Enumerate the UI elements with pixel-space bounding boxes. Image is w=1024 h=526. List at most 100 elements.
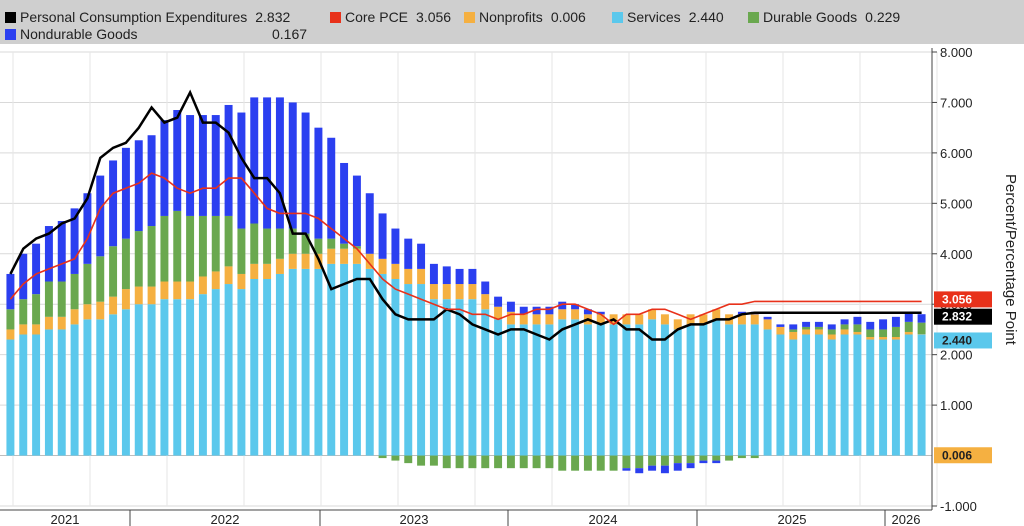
legend-item-nonprofits: Nonprofits 0.006: [464, 9, 586, 25]
bar-durable-goods: [109, 246, 118, 297]
bar-nonprofits: [673, 319, 682, 330]
bar-services: [70, 324, 79, 456]
bar-nondurable-goods: [314, 127, 323, 239]
bar-services: [545, 324, 554, 456]
bar-services: [814, 334, 823, 456]
bar-services: [571, 319, 580, 456]
bar-nondurable-goods: [532, 306, 541, 315]
bar-durable-goods: [622, 455, 631, 469]
bar-services: [96, 319, 105, 456]
bar-nonprofits: [429, 284, 438, 300]
bar-services: [891, 339, 900, 456]
bar-nondurable-goods: [96, 175, 105, 257]
x-tick-label: 2021: [51, 512, 80, 526]
bar-nonprofits: [699, 314, 708, 325]
bar-nondurable-goods: [506, 301, 515, 312]
bar-nondurable-goods: [365, 193, 374, 254]
bar-nondurable-goods: [275, 97, 284, 229]
bar-services: [429, 299, 438, 456]
bar-nondurable-goods: [789, 324, 798, 330]
bar-durable-goods: [275, 228, 284, 259]
bar-nondurable-goods: [404, 238, 413, 269]
bar-nonprofits: [737, 314, 746, 325]
bar-durable-goods: [866, 329, 875, 338]
bar-nonprofits: [648, 309, 657, 320]
bar-durable-goods: [455, 455, 464, 469]
bar-nondurable-goods: [391, 228, 400, 264]
value-tag-label: 2.440: [942, 333, 972, 347]
bar-nonprofits: [519, 314, 528, 325]
bar-services: [737, 324, 746, 456]
bar-nondurable-goods: [224, 104, 233, 216]
bar-nonprofits: [455, 284, 464, 300]
bar-services: [275, 273, 284, 456]
bar-durable-goods: [429, 455, 438, 466]
bar-durable-goods: [186, 215, 195, 282]
bar-services: [160, 299, 169, 456]
y-axis-label: Percent/Percentage Point: [1002, 174, 1019, 346]
value-tag-label: 2.832: [942, 310, 972, 324]
bar-nonprofits: [70, 309, 79, 325]
legend-value-nondurable-goods: 0.167: [272, 26, 308, 42]
bar-services: [699, 324, 708, 456]
legend-label-nonprofits: Nonprofits: [479, 9, 543, 25]
bar-nonprofits: [109, 296, 118, 315]
bar-durable-goods: [32, 294, 41, 325]
bar-nondurable-goods: [429, 263, 438, 285]
bar-durable-goods: [686, 455, 695, 464]
bar-services: [417, 284, 426, 456]
bar-services: [173, 299, 182, 456]
bar-nondurable-goods: [301, 112, 310, 234]
bar-nondurable-goods: [186, 115, 195, 216]
bar-nonprofits: [160, 281, 169, 300]
bar-services: [211, 289, 220, 456]
bar-nondurable-goods: [648, 465, 657, 471]
bar-services: [635, 324, 644, 456]
bar-nonprofits: [186, 281, 195, 300]
bar-nonprofits: [417, 268, 426, 285]
bar-nonprofits: [481, 294, 490, 310]
bar-nondurable-goods: [468, 268, 477, 285]
bar-services: [802, 334, 811, 456]
bar-durable-goods: [391, 455, 400, 461]
bar-durable-goods: [378, 455, 387, 459]
y-tick-label: 8.000: [940, 45, 973, 60]
bar-services: [352, 263, 361, 456]
legend-label-core-pce: Core PCE: [345, 9, 409, 25]
bar-nondurable-goods: [6, 273, 15, 310]
bar-nonprofits: [571, 309, 580, 320]
bar-services: [121, 309, 130, 456]
y-tick-label: 2.000: [940, 348, 973, 363]
chart-lines: [9, 89, 922, 341]
bar-services: [109, 314, 118, 456]
bar-nondurable-goods: [147, 135, 156, 227]
bar-durable-goods: [44, 281, 53, 317]
bar-nonprofits: [840, 329, 849, 335]
bar-durable-goods: [506, 455, 515, 469]
legend-value-core-pce: 3.056: [416, 9, 452, 25]
chart-bars: [6, 97, 926, 474]
bar-services: [44, 329, 53, 456]
bar-nonprofits: [32, 324, 41, 335]
bar-nonprofits: [635, 314, 644, 325]
bar-nonprofits: [44, 316, 53, 330]
bar-durable-goods: [417, 455, 426, 466]
pce-chart: 8.0007.0006.0005.0004.0003.0002.0001.000…: [0, 45, 1019, 526]
bar-nondurable-goods: [250, 97, 259, 224]
bar-services: [340, 263, 349, 456]
bar-nonprofits: [622, 314, 631, 325]
bar-durable-goods: [609, 455, 618, 471]
bar-durable-goods: [673, 455, 682, 464]
bar-nonprofits: [224, 266, 233, 285]
bar-nonprofits: [904, 331, 913, 335]
bar-durable-goods: [198, 215, 207, 277]
bar-nonprofits: [506, 311, 515, 325]
bar-durable-goods: [327, 238, 336, 249]
value-tag: [934, 447, 992, 464]
bar-durable-goods: [96, 256, 105, 302]
x-tick-label: 2025: [778, 512, 807, 526]
bar-durable-goods: [827, 329, 836, 335]
value-tag: [934, 308, 992, 325]
bar-services: [725, 324, 734, 456]
bar-nonprofits: [365, 253, 374, 269]
